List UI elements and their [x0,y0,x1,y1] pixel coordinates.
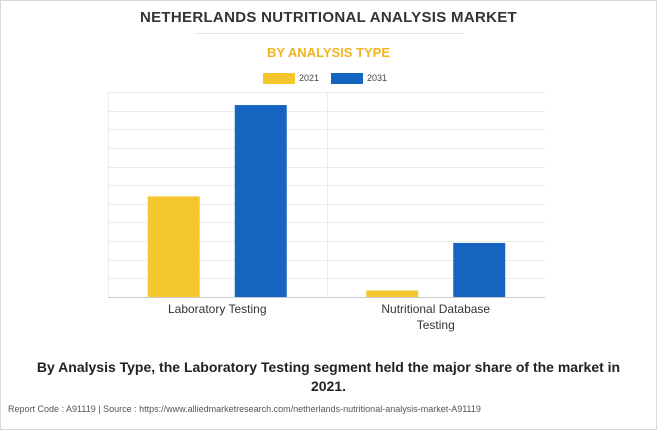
chart-title: NETHERLANDS NUTRITIONAL ANALYSIS MARKET [140,9,517,26]
legend-swatch-2031 [331,73,363,84]
bars [147,105,506,297]
chart-subtitle: BY ANALYSIS TYPE [266,45,391,60]
bar-2031-0 [234,105,287,297]
x-tick-label: Laboratory Testing [168,302,267,316]
legend: 2021 2031 [0,72,657,86]
legend-label-2021: 2021 [299,73,320,83]
chart-caption: By Analysis Type, the Laboratory Testing… [36,359,621,394]
x-axis-labels: Laboratory Testing Nutritional Database Te… [168,302,490,332]
x-tick-label: Nutritional Database Testing [381,302,490,332]
legend-label-2031: 2031 [367,73,388,83]
bar-2031-1 [453,242,506,297]
title-divider [194,33,464,34]
bar-2021-1 [366,290,419,297]
bar-2021-0 [147,196,200,297]
source-footer: Report Code : A91119 | Source : https://… [8,404,481,414]
legend-swatch-2021 [263,73,295,84]
